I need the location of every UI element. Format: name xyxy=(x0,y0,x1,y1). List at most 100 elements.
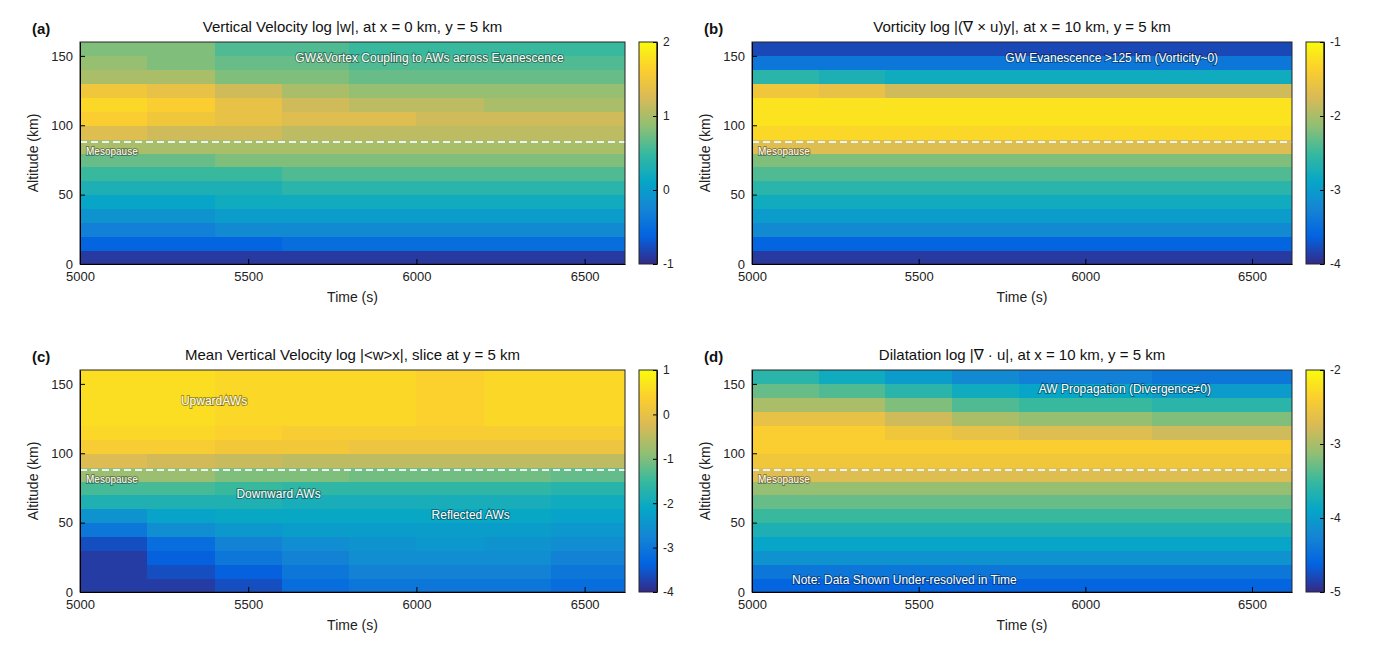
figure: 5000550060006500050100150Time (s)Altitud… xyxy=(0,0,1379,653)
heatmap-cell xyxy=(1019,453,1086,467)
heatmap-cell xyxy=(1152,550,1219,564)
colorbar-gradient xyxy=(639,42,657,264)
heatmap-cell xyxy=(1085,111,1152,125)
heatmap-cell xyxy=(1219,111,1292,125)
heatmap-cell xyxy=(147,481,215,495)
heatmap-cell xyxy=(752,181,819,195)
heatmap-cell xyxy=(80,398,148,412)
x-tick: 5500 xyxy=(234,587,263,612)
heatmap-cell xyxy=(885,195,952,209)
heatmap-cell xyxy=(484,167,552,181)
heatmap-cell xyxy=(752,398,819,412)
colorbar-range xyxy=(1324,370,1325,592)
heatmap-cell xyxy=(1219,153,1292,167)
heatmap-cell xyxy=(551,481,625,495)
heatmap-cell xyxy=(484,195,552,209)
panel-title: Mean Vertical Velocity log |<w>x|, slice… xyxy=(185,346,520,363)
heatmap-cell xyxy=(1019,550,1086,564)
panel-title: Vertical Velocity log |w|, at x = 0 km, … xyxy=(203,18,503,35)
colorbar-tick: 1 xyxy=(653,109,670,123)
heatmap-cell xyxy=(215,578,283,592)
colorbar-tick: -3 xyxy=(1320,437,1341,451)
colorbar-tick: -1 xyxy=(653,257,674,271)
reference-line xyxy=(80,469,625,471)
heatmap-cell xyxy=(1219,222,1292,236)
heatmap-cell xyxy=(885,370,952,384)
heatmap-cell xyxy=(752,195,819,209)
heatmap-cell xyxy=(1152,578,1219,592)
heatmap-cell xyxy=(147,153,215,167)
colorbar-tick-mark xyxy=(653,42,657,43)
heatmap-cell xyxy=(80,236,148,250)
colorbar-tick-mark xyxy=(1320,370,1324,371)
heatmap-cell xyxy=(215,537,283,551)
colorbar-tick-label: -3 xyxy=(663,541,674,555)
heatmap-cell xyxy=(349,481,417,495)
heatmap-cell xyxy=(1152,426,1219,440)
heatmap-cell xyxy=(215,181,283,195)
y-tick-mark xyxy=(752,264,757,265)
y-tick: 0 xyxy=(66,257,85,272)
heatmap-cell xyxy=(416,537,484,551)
heatmap-cell xyxy=(551,412,625,426)
y-tick: 100 xyxy=(723,118,757,133)
y-tick-label: 150 xyxy=(723,49,745,64)
heatmap-cell xyxy=(484,370,552,384)
heatmap-cell xyxy=(752,550,819,564)
heatmap-cell xyxy=(551,578,625,592)
panel: 5000550060006500050100150Time (s)Altitud… xyxy=(697,18,1341,305)
heatmap-cell xyxy=(551,195,625,209)
heatmap-cell xyxy=(349,550,417,564)
heatmap-cell xyxy=(80,167,148,181)
colorbar-axis-line xyxy=(1324,43,1325,265)
heatmap-cell xyxy=(819,370,886,384)
colorbar-tick-label: -1 xyxy=(663,452,674,466)
heatmap-cell xyxy=(416,236,484,250)
heatmap-cell xyxy=(952,250,1019,264)
heatmap-cell xyxy=(147,537,215,551)
heatmap-cell xyxy=(80,56,148,70)
heatmap-cell xyxy=(885,426,952,440)
heatmap-cell xyxy=(752,209,819,223)
heatmap-cell xyxy=(885,495,952,509)
heatmap-cell xyxy=(1085,84,1152,98)
heatmap-cell xyxy=(484,523,552,537)
heatmap-cell xyxy=(1019,167,1086,181)
heatmap-cell xyxy=(952,195,1019,209)
heatmap-cell xyxy=(1219,550,1292,564)
heatmap-cell xyxy=(147,181,215,195)
heatmap-cell xyxy=(551,370,625,384)
x-tick-label: 5500 xyxy=(905,269,934,284)
heatmap-cell xyxy=(752,384,819,398)
heatmap-cell xyxy=(416,370,484,384)
heatmap-cell xyxy=(282,426,350,440)
heatmap-cell xyxy=(215,98,283,112)
heatmap-cell xyxy=(551,209,625,223)
heatmap-cells xyxy=(752,370,1292,592)
heatmap-cell xyxy=(484,550,552,564)
heatmap-cell xyxy=(885,56,952,70)
x-tick-mark xyxy=(919,259,920,264)
y-tick-label: 50 xyxy=(731,515,745,530)
x-tick: 6500 xyxy=(571,259,600,284)
heatmap-cell xyxy=(1085,453,1152,467)
heatmap-cell xyxy=(952,70,1019,84)
y-tick-label: 100 xyxy=(51,118,73,133)
heatmap-cell xyxy=(147,550,215,564)
heatmap-cell xyxy=(1219,564,1292,578)
heatmap-cell xyxy=(551,98,625,112)
heatmap-cell xyxy=(484,111,552,125)
heatmap-cell xyxy=(1085,426,1152,440)
heatmap-cell xyxy=(1219,56,1292,70)
heatmap-cell xyxy=(952,222,1019,236)
heatmap-cell xyxy=(819,222,886,236)
heatmap-cell xyxy=(819,42,886,56)
heatmap-cell xyxy=(752,453,819,467)
colorbar-tick-mark xyxy=(653,190,657,191)
heatmap-cell xyxy=(1152,236,1219,250)
heatmap-cell xyxy=(147,222,215,236)
x-tick: 6500 xyxy=(1238,259,1267,284)
heatmap-cell xyxy=(952,412,1019,426)
heatmap-cell xyxy=(215,453,283,467)
panel-label: (a) xyxy=(32,20,50,37)
